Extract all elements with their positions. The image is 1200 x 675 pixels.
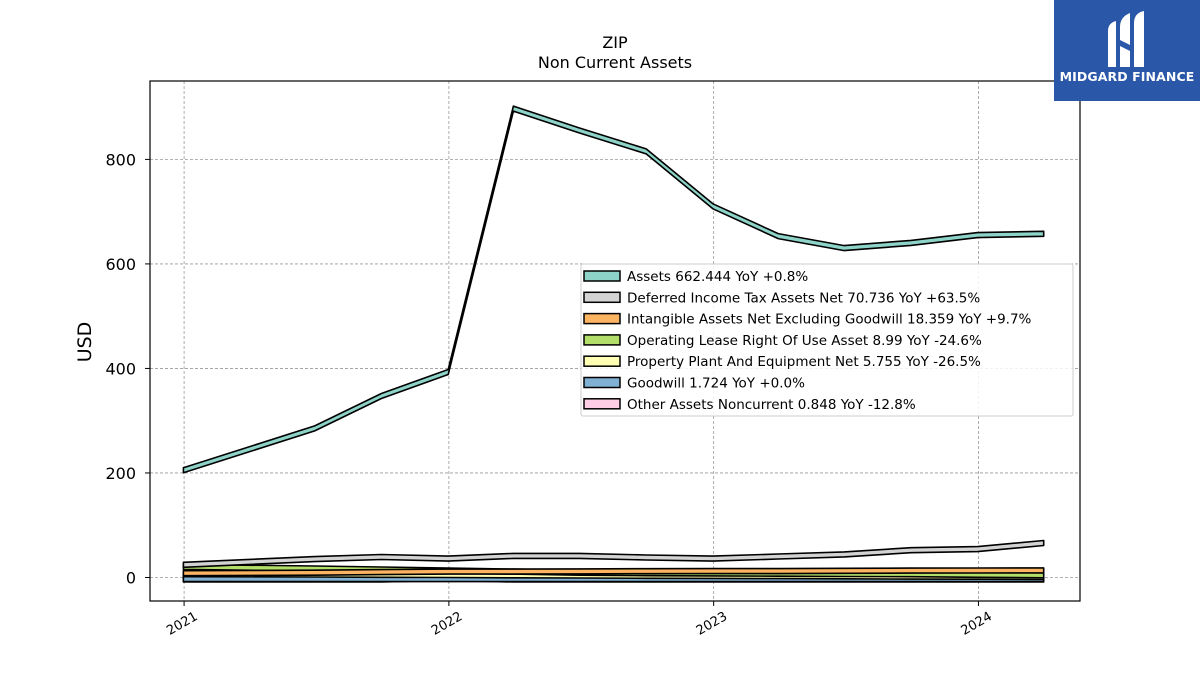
y-axis-label: USD bbox=[74, 322, 96, 363]
y-tick-label: 0 bbox=[126, 568, 136, 587]
legend-label: Goodwill 1.724 YoY +0.0% bbox=[627, 376, 805, 392]
brand-name: MIDGARD FINANCE bbox=[1059, 69, 1195, 84]
series-layer bbox=[182, 105, 1045, 583]
legend-swatch bbox=[583, 355, 621, 367]
midgard-logo-icon bbox=[1108, 11, 1144, 67]
y-tick-label: 400 bbox=[105, 359, 136, 378]
series-band bbox=[182, 539, 1045, 569]
plot-frame bbox=[149, 80, 1081, 602]
chart-subtitle: Non Current Assets bbox=[538, 53, 692, 72]
legend-label: Assets 662.444 YoY +0.8% bbox=[627, 269, 808, 285]
legend-swatch bbox=[583, 398, 621, 410]
series-band bbox=[182, 567, 1045, 577]
brand-logo: MIDGARD FINANCE bbox=[1054, 0, 1200, 101]
legend-label: Operating Lease Right Of Use Asset 8.99 … bbox=[627, 333, 982, 349]
legend-swatch bbox=[583, 376, 621, 389]
legend-swatch bbox=[583, 312, 621, 325]
legend-label: Property Plant And Equipment Net 5.755 Y… bbox=[627, 354, 981, 370]
chart-title: ZIP bbox=[602, 33, 628, 52]
y-tick-label: 600 bbox=[105, 255, 136, 274]
y-tick-label: 200 bbox=[105, 464, 136, 483]
x-tick-label: 2023 bbox=[694, 609, 730, 639]
x-tick-label: 2021 bbox=[164, 609, 200, 639]
x-tick-label: 2022 bbox=[429, 609, 465, 639]
legend-swatch bbox=[583, 334, 621, 346]
legend-label: Other Assets Noncurrent 0.848 YoY -12.8% bbox=[627, 397, 916, 413]
legend-label: Intangible Assets Net Excluding Goodwill… bbox=[627, 312, 1032, 328]
legend: Assets 662.444 YoY +0.8% Deferred Income … bbox=[580, 263, 1074, 417]
legend-swatch bbox=[583, 291, 621, 304]
legend-box bbox=[580, 263, 1074, 417]
series-band bbox=[182, 105, 1045, 474]
y-tick-label: 800 bbox=[105, 150, 136, 169]
legend-swatch bbox=[583, 270, 621, 282]
legend-label: Deferred Income Tax Assets Net 70.736 Yo… bbox=[627, 290, 980, 306]
x-tick-label: 2024 bbox=[959, 609, 995, 639]
